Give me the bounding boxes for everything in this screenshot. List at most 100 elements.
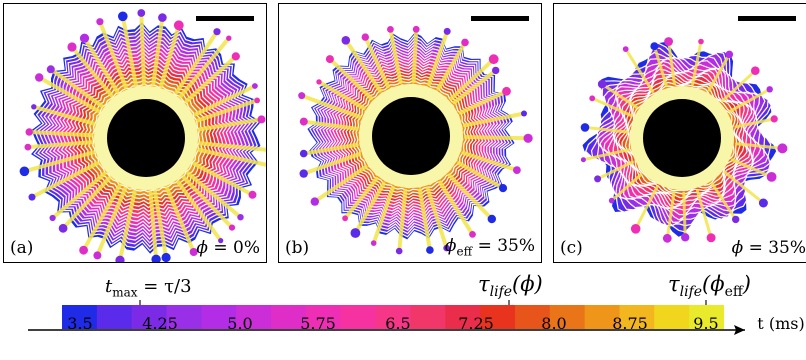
splash-finger: [31, 104, 95, 126]
splash-droplet: [228, 224, 236, 231]
splash-finger: [317, 79, 366, 111]
splash-droplet: [96, 18, 104, 26]
splash-finger: [27, 130, 94, 138]
splash-droplet: [597, 79, 607, 89]
splash-finger: [48, 67, 104, 108]
splash-droplet: [248, 190, 257, 199]
colorbar-segment: [236, 305, 272, 329]
colorbar-segment: [375, 305, 412, 329]
phi-label: ϕ = 35%: [731, 238, 806, 258]
splash-droplet: [226, 35, 232, 41]
splash-finger: [153, 190, 169, 260]
splash-finger: [452, 68, 498, 105]
colorbar-segment: [654, 305, 690, 329]
splash-finger: [667, 40, 676, 85]
splash-finger: [665, 190, 676, 240]
splash-finger: [363, 35, 390, 89]
tick-label: 7.25: [458, 314, 494, 333]
splash-droplet: [630, 224, 641, 234]
splash-droplet: [523, 133, 533, 143]
splash-finger: [735, 142, 784, 150]
tick-label: 8.75: [612, 314, 648, 333]
splash-finger: [371, 185, 395, 246]
splash-droplet: [443, 27, 451, 35]
splash-finger: [427, 29, 450, 86]
splash-finger: [353, 181, 386, 235]
splash-droplet: [151, 254, 161, 262]
splash-finger: [301, 119, 359, 131]
colorbar-segment: [305, 305, 342, 329]
colorbar: [62, 305, 724, 329]
splash-finger: [97, 19, 128, 89]
splash-droplet: [725, 50, 734, 59]
splash-finger: [583, 125, 629, 134]
splash-droplet: [662, 233, 672, 243]
splash-finger: [184, 54, 238, 103]
splash-droplet: [67, 42, 77, 52]
splash-finger: [624, 47, 655, 93]
colorbar-segment: [689, 305, 724, 329]
scale-bar: [196, 16, 254, 21]
colorbar-segment: [340, 305, 377, 329]
impactor-sphere: [372, 97, 450, 175]
panel-c: (c) ϕ = 35%: [553, 3, 806, 263]
splash-finger: [728, 87, 772, 113]
splash-finger: [198, 141, 266, 152]
splash-droplet: [118, 11, 128, 22]
splash-finger: [610, 173, 643, 203]
splash-finger: [436, 40, 467, 91]
splash-finger: [462, 111, 526, 128]
splash-droplet: [412, 25, 420, 33]
splash-droplet: [137, 9, 146, 17]
splash-droplet: [502, 86, 511, 96]
splash-droplet: [299, 117, 308, 126]
splash-finger: [590, 96, 634, 118]
splash-finger: [710, 182, 738, 221]
splash-finger: [174, 29, 219, 95]
splash-finger: [695, 189, 713, 240]
splash-droplet: [521, 110, 527, 117]
splash-finger: [343, 38, 382, 93]
splash-finger: [600, 82, 638, 109]
splash-droplet: [488, 54, 499, 65]
splash-finger: [70, 45, 114, 98]
splash-finger: [299, 93, 362, 119]
splash-finger: [95, 186, 127, 258]
impactor-sphere: [107, 99, 185, 177]
splash-finger: [193, 84, 257, 117]
splash-droplet: [732, 215, 740, 224]
splash-image-c: [580, 37, 788, 243]
splash-finger: [82, 36, 120, 94]
colorbar-segment: [480, 305, 516, 329]
splash-droplet: [698, 38, 704, 45]
splash-finger: [301, 152, 362, 176]
colorbar-segment: [201, 305, 237, 329]
colorbar-segment: [549, 305, 586, 329]
splash-droplet: [461, 38, 469, 47]
splash-image-b: [298, 25, 533, 255]
splash-finger: [634, 185, 659, 231]
splash-finger: [691, 40, 703, 86]
splash-droplet: [310, 197, 319, 206]
splash-finger: [581, 148, 630, 162]
splash-finger: [22, 150, 95, 174]
colorbar-segment: [96, 305, 133, 329]
splash-droplet: [706, 233, 716, 243]
splash-finger: [327, 57, 374, 101]
splash-finger: [461, 150, 519, 173]
splash-droplet: [664, 37, 673, 46]
splash-droplet: [213, 28, 221, 36]
tau-life-phi-annotation: τlife(ϕ): [478, 272, 543, 301]
splash-droplet: [24, 143, 32, 151]
panel-b: (b) ϕeff = 35%: [278, 3, 542, 263]
splash-finger: [388, 27, 403, 84]
colorbar-segment: [410, 305, 446, 329]
splash-finger: [411, 27, 419, 84]
splash-droplet: [19, 166, 30, 177]
colorbar-segment: [166, 305, 202, 329]
splash-droplet: [622, 46, 629, 52]
splash-droplet: [115, 255, 125, 262]
splash-finger: [148, 190, 159, 262]
colorbar-segment: [131, 305, 168, 329]
splash-droplet: [469, 231, 476, 238]
